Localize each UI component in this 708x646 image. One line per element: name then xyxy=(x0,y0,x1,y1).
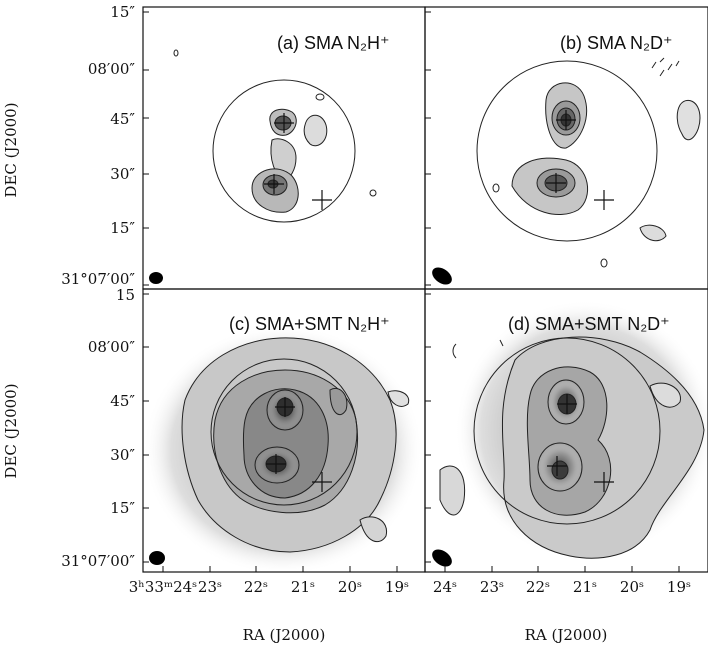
cross-c2 xyxy=(266,454,286,474)
cross-a1 xyxy=(274,113,294,133)
primary-beam-c xyxy=(210,358,358,506)
ra-tick-right-4: 20ˢ xyxy=(620,578,644,596)
dec-tick-top-2: 45″ xyxy=(110,110,135,128)
panel-label-b: (b) SMA N₂D⁺ xyxy=(560,33,673,53)
panel-d xyxy=(432,300,708,567)
ra-tick-right-1: 23ˢ xyxy=(480,578,504,596)
dec-tick-bot-3: 30″ xyxy=(110,446,135,464)
panel-label-c: (c) SMA+SMT N₂H⁺ xyxy=(229,314,390,334)
ra-tick-left-4: 20ˢ xyxy=(338,578,362,596)
ra-tick-left-2: 22ˢ xyxy=(244,578,268,596)
panel-c xyxy=(143,325,423,572)
cross-d1 xyxy=(557,394,577,414)
ra-tick-right-3: 21ˢ xyxy=(573,578,597,596)
ra-tick-left-5: 19ˢ xyxy=(385,578,409,596)
beam-b xyxy=(432,267,452,285)
cross-a2 xyxy=(264,174,284,194)
cross-c1 xyxy=(275,397,295,417)
panel-a xyxy=(149,49,377,284)
xlabel-right: RA (J2000) xyxy=(525,626,608,644)
ra-tick-left-0: 3ʰ33ᵐ24ˢ xyxy=(129,578,197,596)
ra-tick-right-2: 22ˢ xyxy=(526,578,550,596)
dec-tick-top-0: 15″ xyxy=(110,3,135,21)
cross-c3 xyxy=(312,472,332,492)
dec-tick-top-4: 15″ xyxy=(110,219,135,237)
ylabel-bottom: DEC (J2000) xyxy=(2,383,20,478)
beam-d xyxy=(432,549,452,567)
dec-tick-bot-4: 15″ xyxy=(110,499,135,517)
dec-tick-bot-5: 31°07′00″ xyxy=(61,552,135,570)
dec-tick-top-3: 30″ xyxy=(110,165,135,183)
ra-tick-right-5: 19ˢ xyxy=(667,578,691,596)
beam-a xyxy=(149,272,163,284)
primary-beam-b xyxy=(476,60,658,242)
ra-tick-left-3: 21ˢ xyxy=(291,578,315,596)
cross-b3 xyxy=(594,190,614,210)
dec-tick-bot-1: 08′00″ xyxy=(88,338,136,356)
cross-b2 xyxy=(546,173,566,193)
cross-a3 xyxy=(312,190,332,210)
primary-beam-a xyxy=(212,79,356,223)
ra-tick-right-0: 24ˢ xyxy=(433,578,457,596)
xlabel-left: RA (J2000) xyxy=(243,626,326,644)
cross-d2 xyxy=(547,456,567,476)
tick-marks xyxy=(143,11,680,572)
beam-c xyxy=(149,551,165,565)
ra-tick-left-1: 23ˢ xyxy=(198,578,222,596)
dec-tick-top-1: 08′00″ xyxy=(88,60,136,78)
frame-d xyxy=(424,288,708,573)
dec-tick-bot-2: 45″ xyxy=(110,392,135,410)
panel-label-d: (d) SMA+SMT N₂D⁺ xyxy=(508,314,670,334)
cross-d3 xyxy=(594,472,614,492)
cross-b1 xyxy=(556,110,576,130)
dec-tick-top-5: 31°07′00″ xyxy=(61,270,135,288)
ylabel-top: DEC (J2000) xyxy=(2,102,20,197)
panel-label-a: (a) SMA N₂H⁺ xyxy=(277,33,390,53)
dec-tick-bot-0: 15 xyxy=(116,286,135,304)
panel-b xyxy=(432,57,701,285)
primary-beam-d xyxy=(473,337,661,525)
